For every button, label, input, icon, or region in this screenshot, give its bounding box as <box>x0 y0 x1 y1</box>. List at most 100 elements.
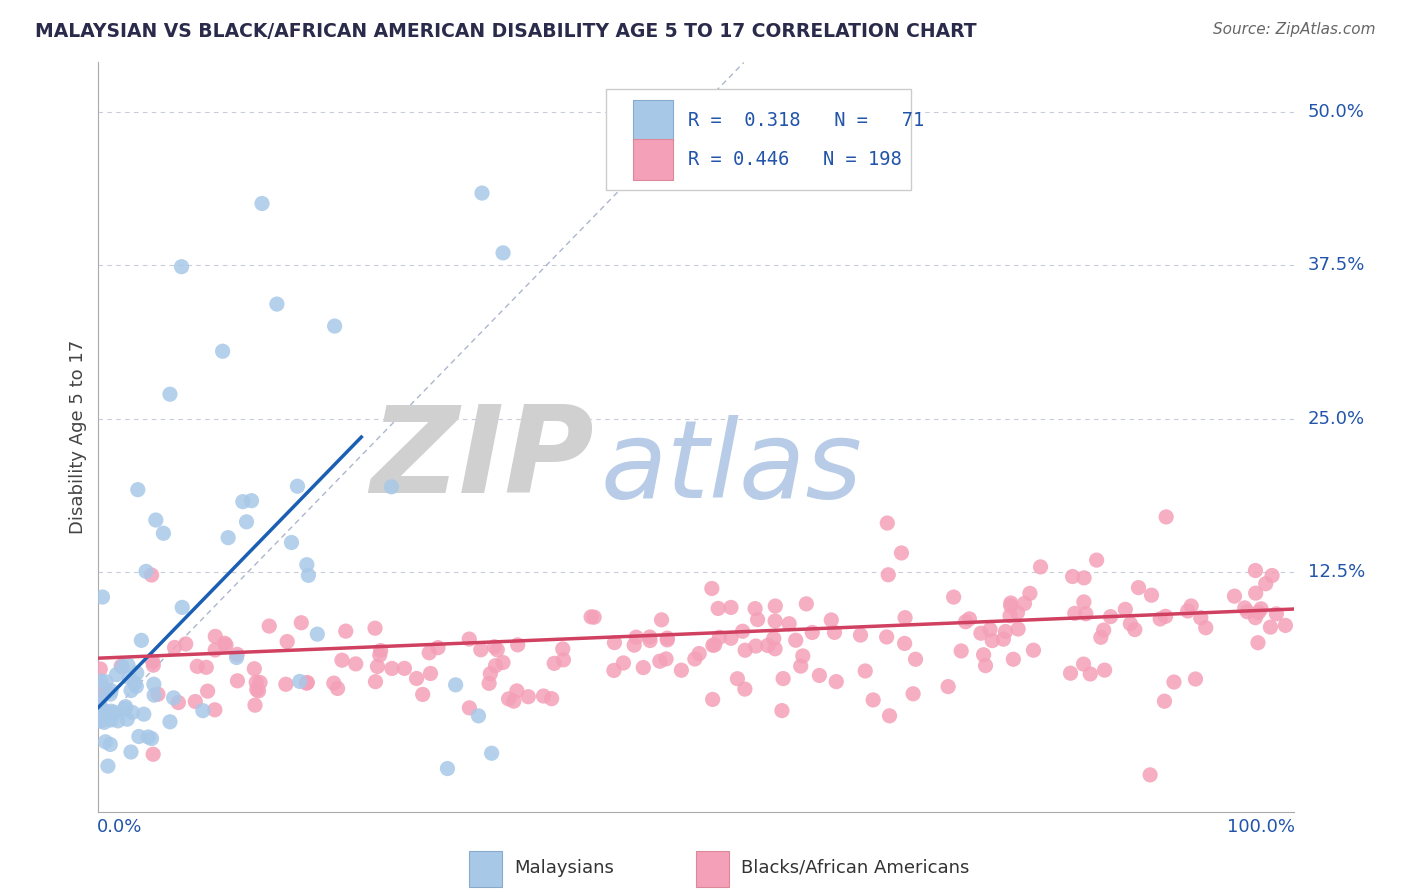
Point <box>117 658 139 673</box>
Point <box>638 633 661 648</box>
Point <box>763 614 786 628</box>
Point <box>1073 657 1095 672</box>
Point <box>720 600 742 615</box>
Point <box>132 707 155 722</box>
Point <box>1059 666 1081 681</box>
Point <box>1247 606 1270 620</box>
Point <box>366 659 388 673</box>
Point <box>444 678 467 692</box>
Point <box>114 702 136 716</box>
Point <box>785 633 807 648</box>
Point <box>323 319 346 334</box>
Point <box>893 636 915 650</box>
Point <box>280 535 302 549</box>
Point <box>770 704 793 718</box>
Point <box>290 615 312 630</box>
Point <box>91 705 114 719</box>
Point <box>89 714 111 728</box>
Point <box>484 658 506 673</box>
Point <box>288 674 311 689</box>
Point <box>127 483 149 497</box>
Point <box>1090 630 1112 644</box>
Point <box>1261 568 1284 582</box>
Point <box>326 681 349 696</box>
Point <box>1163 675 1185 690</box>
Point <box>1014 597 1036 611</box>
FancyBboxPatch shape <box>633 139 673 180</box>
Point <box>295 558 318 572</box>
Point <box>97 759 120 773</box>
Point <box>98 687 121 701</box>
Point <box>623 638 645 652</box>
Point <box>876 630 898 644</box>
Point <box>486 642 509 657</box>
Point <box>204 629 226 643</box>
Text: atlas: atlas <box>600 415 862 519</box>
Point <box>1177 604 1199 618</box>
Point <box>142 747 165 762</box>
Point <box>970 626 993 640</box>
Point <box>756 639 779 653</box>
Point <box>364 621 387 635</box>
Text: 37.5%: 37.5% <box>1308 256 1365 274</box>
Point <box>792 648 814 663</box>
Point <box>772 672 794 686</box>
Text: Source: ZipAtlas.com: Source: ZipAtlas.com <box>1212 22 1375 37</box>
Point <box>94 735 117 749</box>
Point <box>1184 672 1206 686</box>
Point <box>1099 609 1122 624</box>
Point <box>553 653 575 667</box>
Point <box>368 648 391 662</box>
Point <box>1274 618 1296 632</box>
Point <box>540 691 562 706</box>
Point <box>479 666 502 681</box>
Point <box>124 676 146 690</box>
Point <box>981 633 1004 648</box>
Point <box>1007 622 1029 636</box>
Point <box>364 674 387 689</box>
Point <box>225 650 247 665</box>
Point <box>700 582 723 596</box>
Text: R =  0.318   N =   71: R = 0.318 N = 71 <box>688 111 924 129</box>
Point <box>1022 643 1045 657</box>
Point <box>93 715 115 730</box>
Point <box>638 630 661 644</box>
Point <box>506 684 529 698</box>
Point <box>720 632 742 646</box>
Point <box>731 624 754 639</box>
Point <box>297 568 319 582</box>
Point <box>120 745 142 759</box>
Point <box>111 659 134 673</box>
Point <box>579 610 602 624</box>
Point <box>957 612 980 626</box>
Point <box>1002 652 1025 666</box>
Point <box>146 687 169 701</box>
Point <box>214 636 236 650</box>
Point <box>603 635 626 649</box>
Point <box>778 616 800 631</box>
Point <box>159 714 181 729</box>
Point <box>419 666 441 681</box>
Point <box>762 632 785 646</box>
Point <box>478 676 501 690</box>
Point <box>1195 621 1218 635</box>
Point <box>894 610 917 624</box>
Text: 25.0%: 25.0% <box>1308 409 1365 427</box>
Point <box>1000 596 1022 610</box>
Point <box>247 684 270 698</box>
Point <box>506 638 529 652</box>
Text: 100.0%: 100.0% <box>1226 818 1295 836</box>
Point <box>90 714 112 728</box>
Point <box>993 632 1015 647</box>
Point <box>626 630 648 644</box>
Point <box>879 708 901 723</box>
Point <box>498 692 520 706</box>
Point <box>143 688 166 702</box>
Point <box>904 652 927 666</box>
Point <box>257 619 280 633</box>
Point <box>197 684 219 698</box>
Point <box>467 709 489 723</box>
Point <box>125 665 148 680</box>
Point <box>725 672 748 686</box>
Point <box>651 613 673 627</box>
